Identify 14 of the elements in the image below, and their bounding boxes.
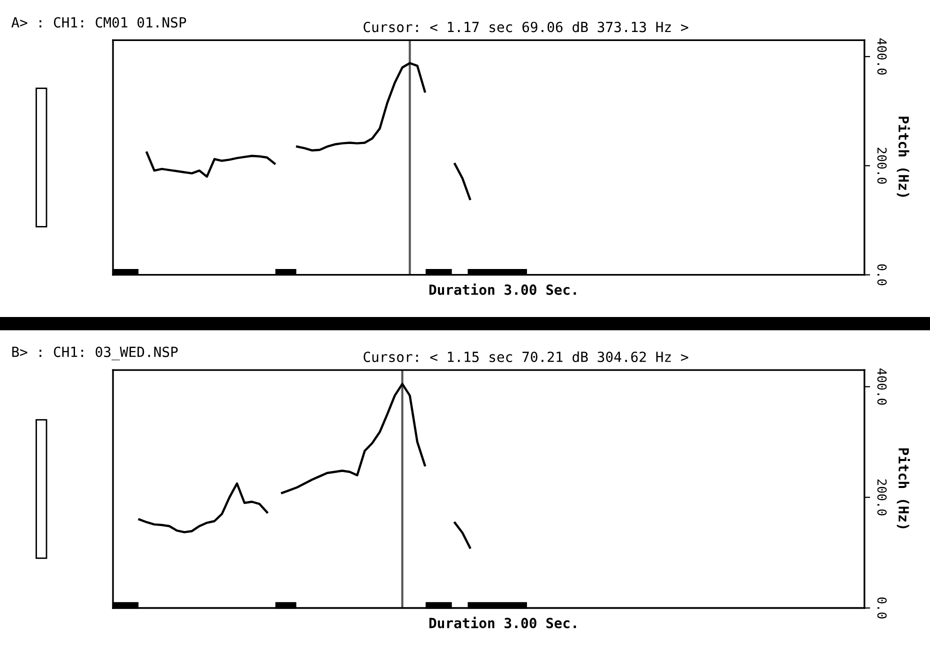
y-tick-label: 400.0 — [877, 368, 887, 405]
chart-title: A> : CH1: CM01 01.NSP — [11, 17, 186, 28]
y-axis-title: Pitch (Hz) — [896, 448, 910, 528]
chart-title: B> : CH1: 03_WED.NSP — [12, 346, 178, 360]
chart-subtitle: Cursor: < 1.17 sec 69.06 dB 373.13 Hz > — [364, 21, 688, 32]
x-axis-title: Duration 3.00 Sec. — [429, 283, 576, 295]
y-tick-label: 200.0 — [877, 479, 887, 516]
y-axis-title: Pitch (Hz) — [896, 116, 910, 197]
y-tick-label: 0.0 — [877, 598, 887, 618]
x-axis-title: Duration 3.00 Sec. — [429, 616, 576, 628]
y-tick-label: 200.0 — [877, 148, 887, 184]
y-tick-label: 0.0 — [877, 264, 887, 286]
chart-subtitle: Cursor: < 1.15 sec 70.21 dB 304.62 Hz > — [364, 351, 688, 362]
y-tick-label: 400.0 — [877, 38, 887, 75]
